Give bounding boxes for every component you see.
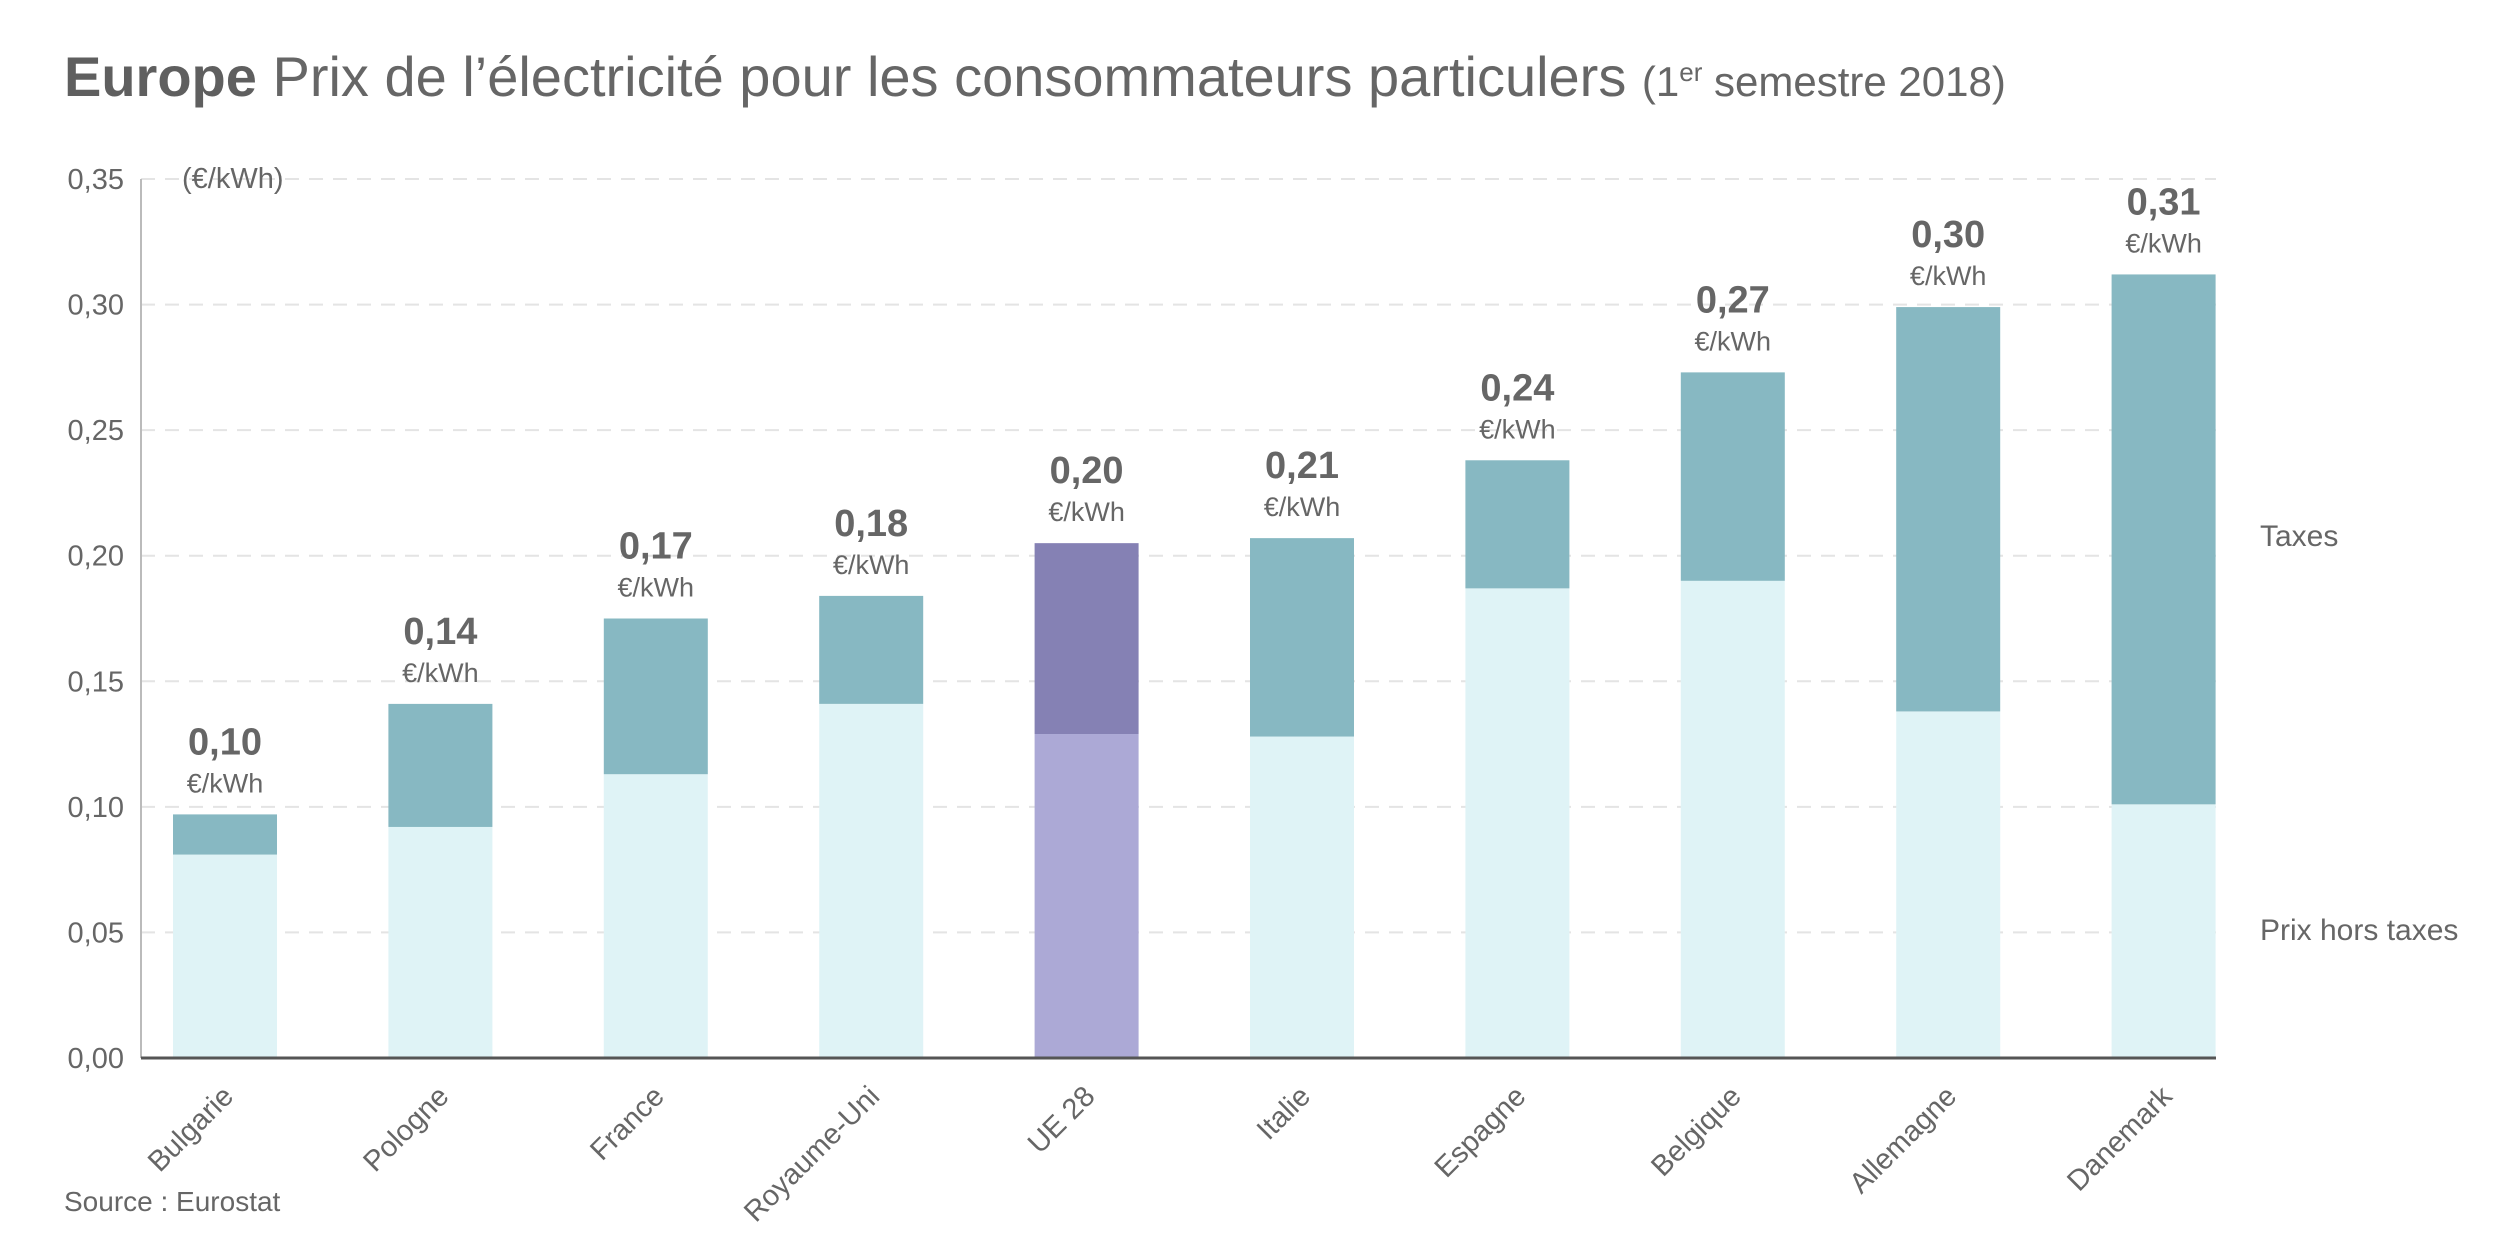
legend-taxes: Taxes (2260, 520, 2338, 553)
y-tick-label: 0,15 (68, 666, 124, 698)
y-tick-label: 0,30 (68, 290, 124, 322)
y-axis-unit-label: (€/kWh) (182, 163, 284, 195)
unit-label: €/kWh (402, 658, 479, 688)
x-tick-label: Pologne (357, 1080, 455, 1178)
y-tick-label: 0,00 (68, 1043, 124, 1075)
subtitle-end: semestre 2018) (1702, 58, 2006, 105)
bar-taxes (1896, 307, 2001, 712)
title-bold: Europe (64, 45, 257, 108)
bar-prix-hors-taxes (1680, 580, 1785, 1058)
bar-prix-hors-taxes (819, 703, 924, 1058)
x-tick-label: UE 28 (1022, 1080, 1102, 1160)
bar-prix-hors-taxes (1465, 588, 1570, 1058)
x-tick-label: Royaume-Uni (738, 1080, 886, 1228)
bar-taxes (819, 595, 924, 704)
x-tick-label: Danemark (2061, 1080, 2179, 1198)
x-tick-label: Allemagne (1844, 1080, 1964, 1200)
subtitle-start: (1 (1641, 58, 1680, 105)
unit-label: €/kWh (1695, 326, 1772, 356)
bar-taxes (603, 618, 708, 775)
bar-prix-hors-taxes (173, 854, 277, 1058)
bar-taxes (1034, 543, 1139, 735)
total-value-label: 0,21 (1265, 445, 1339, 487)
x-tick-label: Italie (1251, 1080, 1317, 1146)
bar-prix-hors-taxes (388, 826, 493, 1058)
title-main: Prix de l’électricité pour les consommat… (272, 45, 1627, 108)
unit-label: €/kWh (187, 768, 264, 798)
source-note: Source : Eurostat (64, 1186, 281, 1217)
unit-label: €/kWh (1264, 492, 1341, 522)
x-tick-label: Bulgarie (142, 1080, 240, 1178)
bar-prix-hors-taxes (1034, 734, 1139, 1058)
total-value-label: 0,24 (1480, 367, 1554, 409)
bar-taxes (1680, 372, 1785, 581)
y-tick-label: 0,20 (68, 541, 124, 573)
bar-taxes (388, 703, 493, 827)
bar-prix-hors-taxes (1896, 711, 2001, 1058)
total-value-label: 0,20 (1050, 450, 1124, 492)
x-tick-label: France (584, 1080, 670, 1166)
total-value-label: 0,30 (1911, 214, 1985, 256)
y-tick-label: 0,25 (68, 415, 124, 447)
bar-taxes (2111, 274, 2216, 805)
bar-prix-hors-taxes (1250, 736, 1354, 1058)
y-tick-label: 0,10 (68, 792, 124, 824)
total-value-label: 0,27 (1696, 279, 1770, 321)
unit-label: €/kWh (833, 550, 910, 580)
total-value-label: 0,31 (2127, 181, 2201, 223)
legend-prix-hors-taxes: Prix hors taxes (2260, 914, 2458, 947)
title-subtitle: (1er semestre 2018) (1641, 57, 2006, 105)
unit-label: €/kWh (1048, 497, 1125, 527)
bar-prix-hors-taxes (603, 774, 708, 1058)
unit-label: €/kWh (1479, 414, 1556, 444)
total-value-label: 0,17 (619, 526, 693, 568)
total-value-label: 0,10 (188, 721, 262, 763)
y-tick-label: 0,35 (68, 164, 124, 196)
bar-taxes (1250, 538, 1354, 737)
x-tick-label: Belgique (1645, 1080, 1747, 1182)
bar-prix-hors-taxes (2111, 804, 2216, 1058)
subtitle-sup: er (1679, 57, 1703, 87)
unit-label: €/kWh (2125, 228, 2202, 258)
x-tick-label: Espagne (1429, 1080, 1533, 1184)
total-value-label: 0,14 (403, 611, 477, 653)
bar-taxes (1465, 460, 1570, 589)
total-value-label: 0,18 (834, 503, 908, 545)
unit-label: €/kWh (618, 573, 695, 603)
y-tick-label: 0,05 (68, 917, 124, 949)
bar-taxes (173, 814, 277, 855)
chart-title: Europe Prix de l’électricité pour les co… (64, 44, 2006, 109)
unit-label: €/kWh (1910, 261, 1987, 291)
